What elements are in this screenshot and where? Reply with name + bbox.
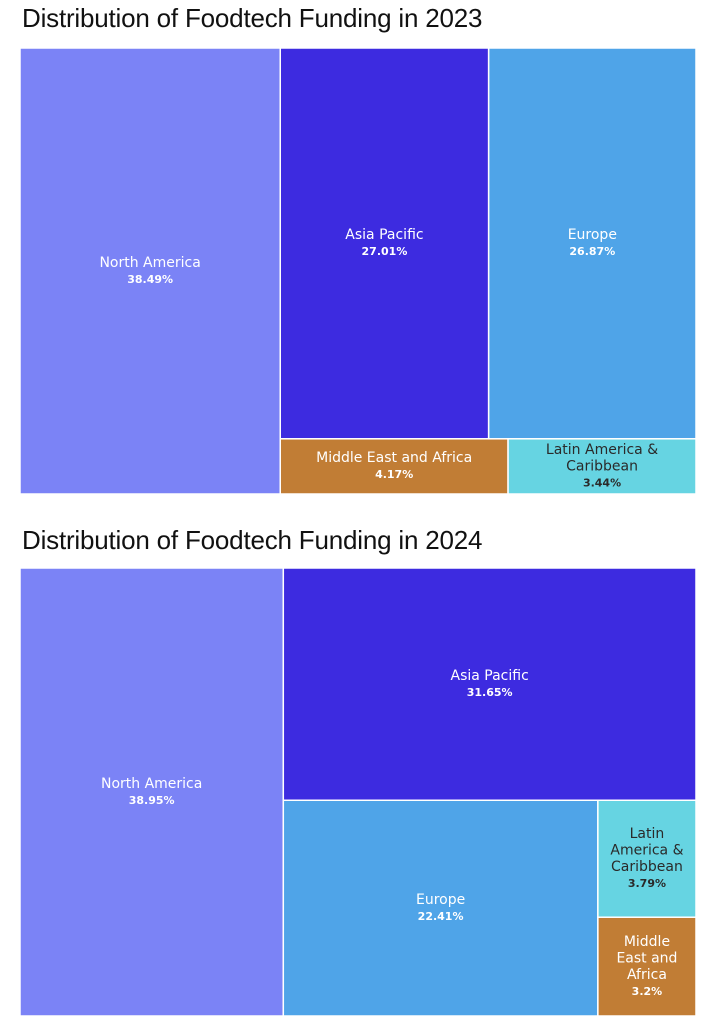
tile-rect bbox=[279, 438, 509, 495]
tile-name-label: Europe bbox=[568, 227, 617, 243]
tile-asia-pacific: Asia Pacific 31.65% bbox=[282, 567, 697, 802]
tile-name-label: Latin America & Caribbean bbox=[610, 826, 683, 875]
tile-value-label: 26.87% bbox=[569, 245, 615, 258]
tile-name-label: North America bbox=[101, 776, 202, 792]
tile-value-label: 27.01% bbox=[362, 245, 408, 258]
tile-value-label: 3.2% bbox=[632, 985, 663, 998]
tile-name-label: Europe bbox=[416, 892, 465, 908]
tile-asia-pacific: Asia Pacific 27.01% bbox=[279, 47, 490, 440]
tile-name-label: Middle East and Africa bbox=[616, 934, 677, 983]
tile-value-label: 3.44% bbox=[583, 476, 621, 489]
tile-europe: Europe 22.41% bbox=[282, 799, 599, 1017]
tile-value-label: 3.79% bbox=[628, 877, 666, 890]
tile-name-label: Middle East and Africa bbox=[316, 450, 472, 466]
treemap-2024: North America 38.95% Asia Pacific 31.65% Eur… bbox=[19, 567, 697, 1017]
tile-middle-east-and-africa: Middle East and Africa 4.17% bbox=[279, 438, 509, 495]
tile-rect bbox=[282, 567, 697, 802]
tile-name-label: Asia Pacific bbox=[451, 668, 529, 684]
tile-name-label: Latin America & Caribbean bbox=[546, 442, 658, 475]
tile-middle-east-and-africa: Middle East and Africa 3.2% bbox=[597, 916, 697, 1017]
chart-title: Distribution of Foodtech Funding in 2023 bbox=[22, 3, 483, 33]
tile-value-label: 22.41% bbox=[418, 910, 464, 923]
tile-rect bbox=[597, 799, 697, 918]
chart-title: Distribution of Foodtech Funding in 2024 bbox=[22, 525, 483, 555]
tile-rect bbox=[19, 567, 285, 1017]
treemap-svg: North America 38.49% Asia Pacific 27.01% Eur… bbox=[19, 47, 697, 495]
tile-rect bbox=[507, 438, 697, 495]
tile-name-label: North America bbox=[99, 255, 200, 271]
tile-rect bbox=[282, 799, 599, 1017]
treemap-svg: North America 38.95% Asia Pacific 31.65% Eur… bbox=[19, 567, 697, 1017]
tile-rect bbox=[19, 47, 281, 495]
treemap-2023: North America 38.49% Asia Pacific 27.01% Eur… bbox=[19, 47, 697, 495]
tile-value-label: 31.65% bbox=[467, 686, 513, 699]
tile-rect bbox=[279, 47, 490, 440]
tile-rect bbox=[597, 916, 697, 1017]
tile-north-america: North America 38.49% bbox=[19, 47, 281, 495]
tile-north-america: North America 38.95% bbox=[19, 567, 285, 1017]
tile-value-label: 38.49% bbox=[127, 273, 173, 286]
tile-value-label: 38.95% bbox=[129, 794, 175, 807]
tile-name-label: Asia Pacific bbox=[345, 227, 423, 243]
tile-latin-america-and-caribbean: Latin America & Caribbean 3.79% bbox=[597, 799, 697, 918]
tile-rect bbox=[487, 47, 697, 440]
tile-europe: Europe 26.87% bbox=[487, 47, 697, 440]
tile-value-label: 4.17% bbox=[375, 468, 413, 481]
